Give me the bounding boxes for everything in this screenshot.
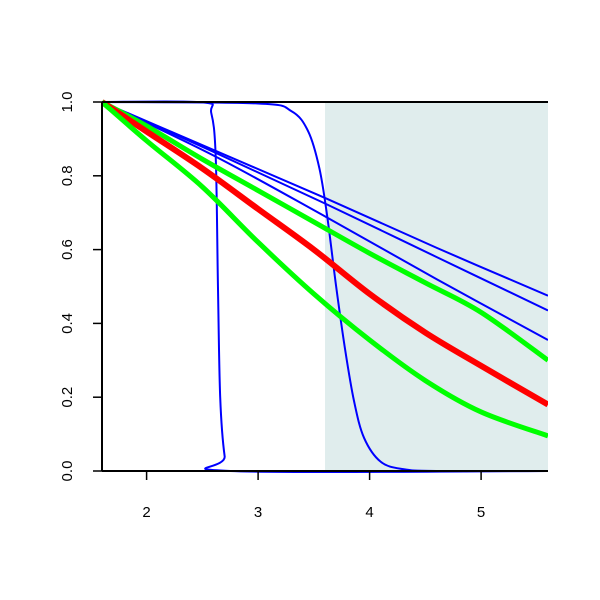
y-tick-label-5: 1.0 [59, 92, 76, 113]
x-tick-label-3: 5 [477, 504, 485, 521]
y-tick-label-1: 0.2 [59, 387, 76, 408]
x-tick-label-2: 4 [365, 504, 373, 521]
y-tick-label-4: 0.8 [59, 165, 76, 186]
series-line-steep-step-2 [102, 101, 548, 473]
x-tick-label-0: 2 [142, 504, 150, 521]
series-line-red-center [102, 99, 548, 408]
y-tick-label-3: 0.6 [59, 239, 76, 260]
series-line-linear-2 [102, 101, 548, 312]
series-line-linear-3 [102, 101, 548, 341]
y-tick-label-2: 0.4 [59, 313, 76, 334]
series-line-green-lower [102, 100, 548, 439]
x-axis: 2 3 4 5 [142, 471, 485, 521]
axes-layer [101, 101, 548, 472]
series-layer [102, 99, 548, 474]
series-line-green-upper [102, 99, 548, 363]
x-tick-label-1: 3 [254, 504, 262, 521]
y-tick-label-0: 0.0 [59, 461, 76, 482]
y-axis: 0.0 0.2 0.4 0.6 0.8 1.0 [59, 92, 102, 482]
